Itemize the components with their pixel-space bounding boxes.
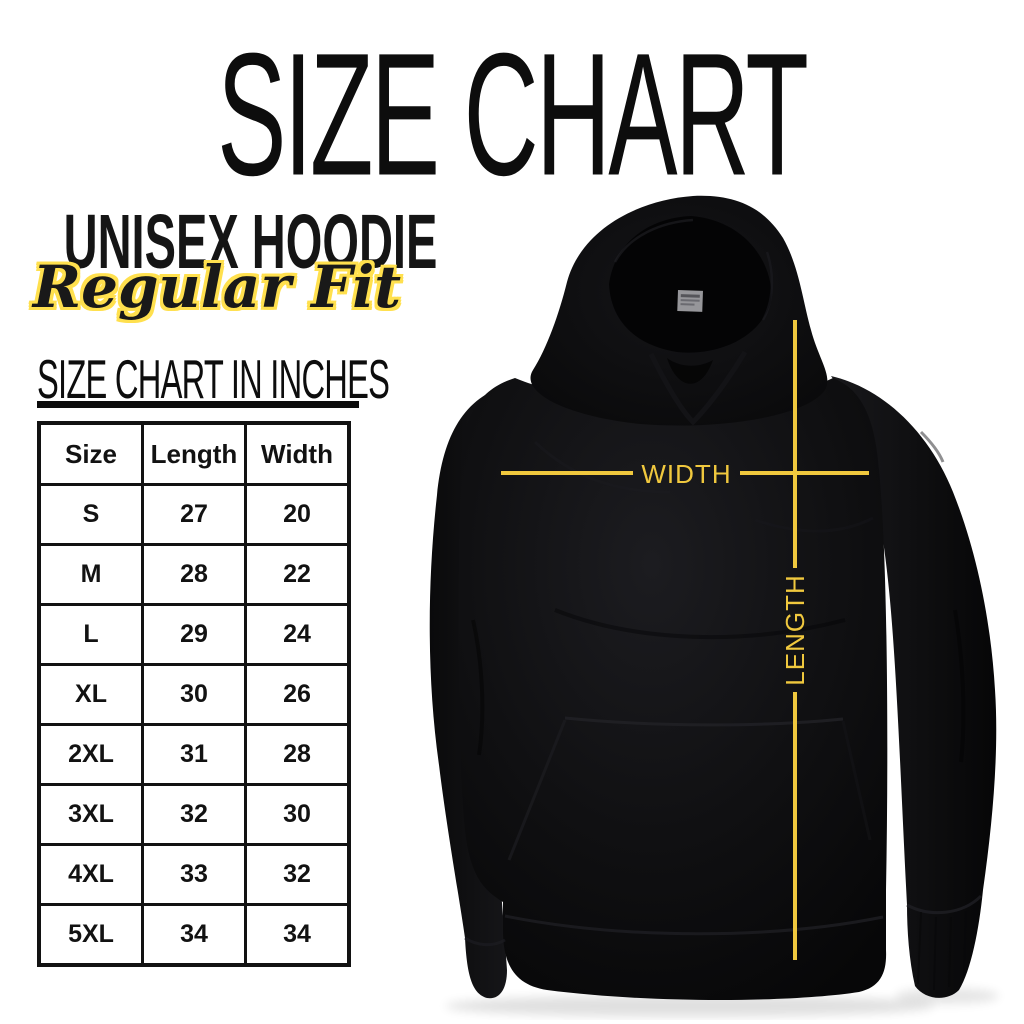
product-name: UNISEX HOODIE bbox=[63, 197, 438, 285]
table-row: 3XL 32 30 bbox=[37, 783, 351, 846]
size-cell: L bbox=[37, 603, 144, 666]
product-fit-wrap: Regular Fit bbox=[28, 253, 406, 321]
width-measure-line-right bbox=[740, 471, 869, 475]
size-cell: XL bbox=[37, 663, 144, 726]
hood-rim-highlight bbox=[613, 218, 694, 263]
width-cell: 20 bbox=[244, 483, 351, 546]
width-cell: 30 bbox=[244, 783, 351, 846]
fold-line bbox=[533, 440, 671, 494]
width-cell: 24 bbox=[244, 603, 351, 666]
fold-line bbox=[554, 608, 846, 640]
table-row: L 29 24 bbox=[37, 603, 351, 666]
length-cell: 27 bbox=[141, 483, 247, 546]
size-table: Size Length Width S 27 20 M 28 22 L 29 2… bbox=[37, 421, 351, 967]
page-title-wrap: SIZE CHART bbox=[0, 28, 1024, 203]
table-heading: SIZE CHART IN INCHES bbox=[37, 349, 390, 411]
neck-shadow bbox=[667, 358, 713, 384]
size-cell: 3XL bbox=[37, 783, 144, 846]
fold-line bbox=[471, 619, 485, 756]
length-cell: 31 bbox=[141, 723, 247, 786]
table-row: 4XL 33 32 bbox=[37, 843, 351, 906]
hem-seam bbox=[504, 914, 884, 936]
width-cell: 32 bbox=[244, 843, 351, 906]
size-cell: 2XL bbox=[37, 723, 144, 786]
length-cell: 34 bbox=[141, 903, 247, 967]
table-row: S 27 20 bbox=[37, 483, 351, 546]
table-heading-underline bbox=[37, 401, 359, 408]
width-measure-label: WIDTH bbox=[641, 459, 732, 489]
fold-line bbox=[754, 516, 874, 533]
length-measure-label: LENGTH bbox=[780, 574, 810, 686]
table-header-row: Size Length Width bbox=[37, 421, 351, 486]
hood-rim-highlight bbox=[761, 251, 774, 321]
length-cell: 33 bbox=[141, 843, 247, 906]
length-cell: 30 bbox=[141, 663, 247, 726]
pocket-top-seam bbox=[564, 716, 844, 727]
product-name-wrap: UNISEX HOODIE bbox=[28, 202, 438, 279]
size-cell: S bbox=[37, 483, 144, 546]
column-header-length: Length bbox=[141, 421, 247, 486]
hoodie-right-sleeve bbox=[831, 376, 997, 998]
width-cell: 28 bbox=[244, 723, 351, 786]
size-cell: 5XL bbox=[37, 903, 144, 967]
width-measure-line-left bbox=[501, 471, 633, 475]
length-cell: 29 bbox=[141, 603, 247, 666]
product-fit: Regular Fit bbox=[32, 253, 402, 321]
cuff-seam bbox=[906, 894, 983, 915]
pocket-left-edge bbox=[507, 719, 567, 861]
hood-opening bbox=[609, 216, 772, 353]
length-measure-line-top bbox=[793, 320, 797, 568]
page-title: SIZE CHART bbox=[217, 17, 809, 213]
fold-line bbox=[953, 609, 966, 763]
width-cell: 22 bbox=[244, 543, 351, 606]
width-cell: 26 bbox=[244, 663, 351, 726]
column-header-width: Width bbox=[244, 421, 351, 486]
hoodie-image bbox=[429, 195, 999, 1017]
shoulder-seam bbox=[919, 430, 945, 463]
cuff-seam bbox=[464, 936, 506, 947]
cuff-rib bbox=[917, 910, 967, 991]
length-cell: 32 bbox=[141, 783, 247, 846]
table-row: M 28 22 bbox=[37, 543, 351, 606]
table-row: 5XL 34 34 bbox=[37, 903, 351, 967]
neck-label bbox=[677, 290, 703, 312]
length-measure-line-bottom bbox=[793, 692, 797, 960]
length-cell: 28 bbox=[141, 543, 247, 606]
size-cell: M bbox=[37, 543, 144, 606]
table-heading-wrap: SIZE CHART IN INCHES bbox=[37, 352, 397, 407]
hoodie-shadow bbox=[445, 995, 935, 1017]
column-header-size: Size bbox=[37, 421, 144, 486]
pocket-right-edge bbox=[841, 720, 872, 841]
hoodie-body bbox=[458, 378, 888, 1000]
table-row: 2XL 31 28 bbox=[37, 723, 351, 786]
size-cell: 4XL bbox=[37, 843, 144, 906]
neckline-fold bbox=[648, 350, 748, 426]
width-cell: 34 bbox=[244, 903, 351, 967]
table-row: XL 30 26 bbox=[37, 663, 351, 726]
